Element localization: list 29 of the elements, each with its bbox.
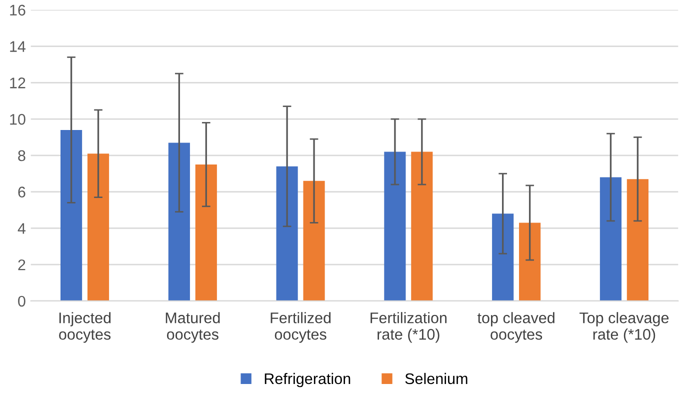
y-tick-label: 2 (18, 259, 26, 270)
bar (492, 214, 514, 301)
y-tick-label: 8 (18, 150, 26, 162)
bar (519, 222, 541, 301)
bar (600, 177, 622, 301)
y-tick-label: 6 (18, 186, 26, 198)
legend-label: Selenium (405, 372, 468, 384)
x-tick-label: Fertilized oocytes (270, 312, 331, 343)
bar (626, 179, 648, 301)
bar (195, 164, 217, 301)
x-tick-label: Injected oocytes (59, 312, 111, 343)
bar (411, 152, 433, 301)
y-tick-label: 10 (10, 114, 26, 125)
bar (87, 154, 110, 301)
x-tick-label: top cleaved oocytes (477, 312, 554, 343)
legend-label: Refrigeration (264, 372, 350, 388)
y-tick-label: 12 (10, 78, 26, 88)
y-tick-label: 0 (18, 296, 26, 307)
x-tick-label: Top cleavage rate (*10) (580, 312, 669, 343)
y-tick-label: 4 (18, 223, 26, 234)
x-tick-label: Fertilization rate (*10) (370, 312, 446, 343)
x-tick-label: Matured oocytes (166, 312, 220, 343)
bar (276, 166, 298, 301)
bar (60, 130, 82, 301)
y-tick-label: 16 (10, 4, 26, 16)
bar (303, 180, 325, 301)
bar (384, 152, 406, 301)
bar (168, 142, 190, 301)
y-tick-label: 14 (10, 41, 26, 52)
